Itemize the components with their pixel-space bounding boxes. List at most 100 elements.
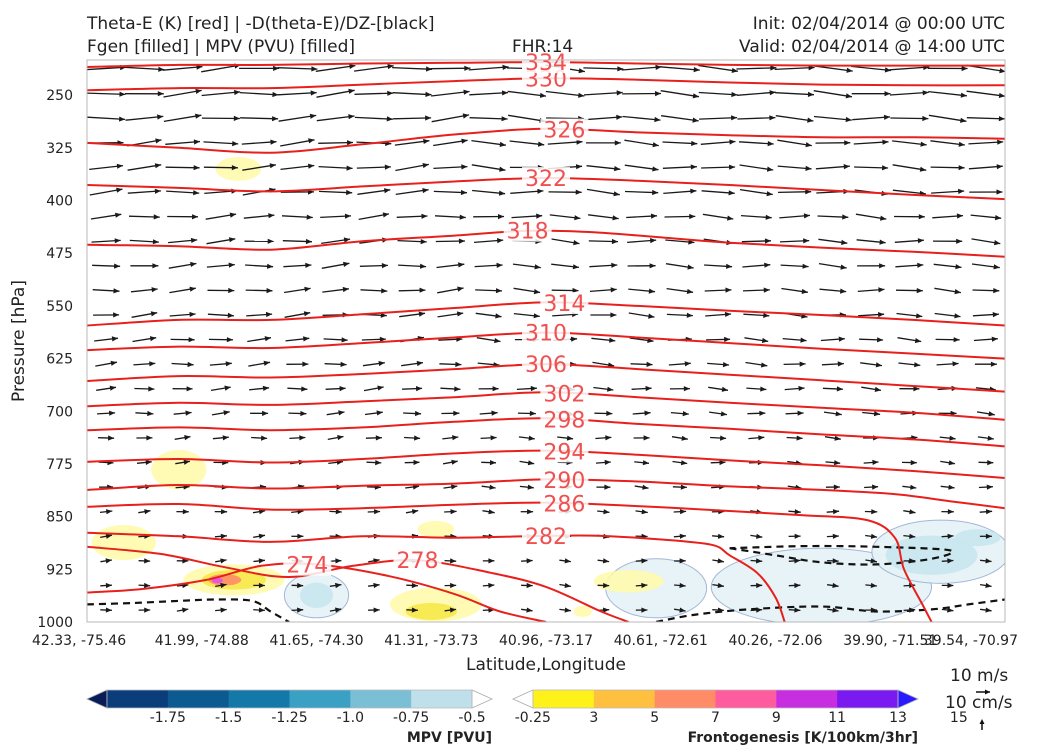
wind-vector <box>782 337 807 343</box>
colorbar-segment <box>654 690 716 708</box>
wind-vector <box>635 509 648 515</box>
wind-vector <box>865 607 877 613</box>
wind-vector <box>632 410 651 416</box>
wind-vector <box>206 262 235 268</box>
wind-vector <box>368 607 380 613</box>
wind-vector <box>827 582 839 588</box>
wind-vector <box>596 484 611 490</box>
x-tick-label: 39.54, -70.97 <box>924 633 1018 649</box>
wind-vector <box>861 386 882 392</box>
wind-vector <box>97 410 116 416</box>
wind-vector <box>89 163 124 171</box>
wind-vector <box>138 558 151 564</box>
wind-vector <box>941 558 954 564</box>
wind-vector <box>781 287 808 294</box>
wind-vector <box>788 607 801 613</box>
wind-vector <box>659 66 700 73</box>
wind-vector <box>442 435 459 441</box>
wind-vector <box>401 360 424 367</box>
wind-vector <box>318 189 353 196</box>
wind-vector <box>699 115 738 121</box>
wind-vector <box>928 90 967 98</box>
wind-vector <box>329 558 342 564</box>
wind-vector <box>321 261 350 269</box>
y-tick-label: 325 <box>46 141 73 157</box>
wind-vector <box>744 337 769 343</box>
wind-vector <box>405 509 419 515</box>
wind-vector <box>698 91 738 98</box>
wind-vector <box>406 607 418 613</box>
wind-vector <box>176 558 189 564</box>
theta-e-contour-label: 290 <box>543 469 585 494</box>
wind-vector <box>977 435 994 441</box>
wind-vector <box>747 410 766 416</box>
wind-vector <box>559 582 572 588</box>
wind-vector <box>896 312 923 319</box>
wind-vector <box>472 189 506 196</box>
wind-vector <box>825 460 841 466</box>
wind-vector <box>665 263 694 270</box>
wind-vector <box>239 91 279 98</box>
wind-vector <box>745 361 768 368</box>
wind-vector <box>364 410 383 416</box>
wind-vector <box>404 459 420 466</box>
wind-vector <box>433 164 468 170</box>
wind-vector <box>815 140 851 146</box>
wind-vector <box>288 410 307 417</box>
wind-vector <box>826 533 839 539</box>
wind-vector <box>318 140 354 146</box>
wind-vector <box>779 238 810 244</box>
wind-vector <box>246 311 273 318</box>
wind-vector <box>588 238 619 245</box>
wind-vector <box>403 410 422 417</box>
wind-vector <box>517 410 536 416</box>
wind-vector <box>280 138 315 147</box>
wind-vector <box>859 337 884 343</box>
wind-vector <box>557 435 574 441</box>
wind-vector <box>857 263 886 269</box>
wind-vector <box>545 90 585 98</box>
wind-vector <box>712 607 724 613</box>
wind-vector <box>442 459 458 465</box>
wind-vector <box>521 607 533 613</box>
colorbar-segment <box>411 690 473 708</box>
wind-vector <box>559 607 571 613</box>
wind-vector <box>521 558 533 564</box>
wind-vector <box>469 90 509 96</box>
wind-vector <box>590 312 617 318</box>
wind-vector <box>329 607 342 613</box>
wind-vector <box>510 188 544 194</box>
wind-vector <box>239 65 280 71</box>
theta-e-contour-label: 294 <box>543 440 585 465</box>
wind-vector <box>865 582 877 588</box>
wind-vector <box>968 139 1004 145</box>
wind-vector <box>175 459 191 465</box>
fgen-colorbar-label: Frontogenesis [K/100km/3hr] <box>688 730 918 746</box>
wind-vector <box>404 435 421 441</box>
wind-vector <box>739 188 773 197</box>
colorbar-tick-label: 5 <box>650 710 659 726</box>
colorbar-segment <box>897 689 919 709</box>
wind-vector <box>431 89 470 97</box>
wind-vector <box>329 509 342 515</box>
wind-vector <box>127 188 161 194</box>
wind-vector <box>548 189 582 195</box>
wind-vector <box>322 286 349 293</box>
wind-vector <box>165 139 201 145</box>
wind-vector <box>163 88 202 98</box>
wind-vector <box>785 410 804 416</box>
wind-vector <box>249 385 270 391</box>
wind-vector <box>627 238 657 244</box>
wind-vector <box>128 214 160 220</box>
wind-vector <box>635 558 648 564</box>
wind-vector <box>974 361 997 367</box>
wind-vector <box>436 262 465 269</box>
wind-vector <box>591 337 616 343</box>
colorbar-tick-label: -1.75 <box>150 710 186 726</box>
wind-vector <box>392 66 433 72</box>
wind-vector <box>595 435 612 441</box>
wind-vector <box>241 139 277 145</box>
wind-vector <box>704 287 732 293</box>
wind-vector <box>818 238 848 245</box>
wind-vector <box>927 65 968 72</box>
